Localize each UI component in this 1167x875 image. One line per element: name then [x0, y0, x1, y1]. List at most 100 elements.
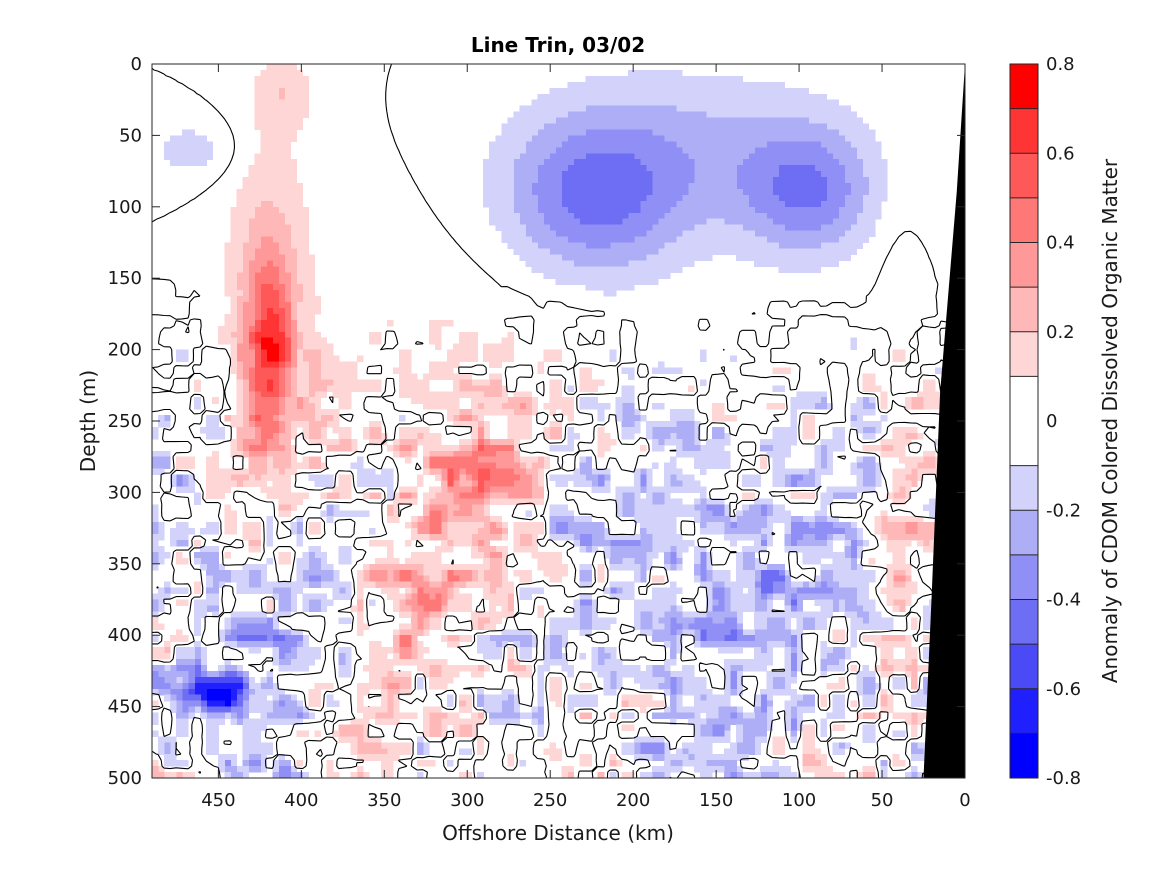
- contour-cell: [338, 480, 346, 488]
- contour-cell: [820, 177, 828, 184]
- contour-cell: [657, 171, 665, 178]
- contour-cell: [880, 188, 888, 196]
- contour-cell: [465, 343, 472, 351]
- contour-cell: [718, 93, 725, 101]
- contour-cell: [687, 480, 695, 488]
- contour-cell: [639, 510, 647, 517]
- contour-cell: [272, 302, 280, 309]
- contour-cell: [254, 284, 261, 291]
- contour-cell: [826, 563, 834, 571]
- contour-cell: [669, 224, 677, 232]
- contour-cell: [555, 260, 563, 267]
- contour-cell: [188, 159, 195, 166]
- contour-cell: [579, 528, 587, 535]
- contour-cell: [519, 522, 526, 529]
- contour-cell: [374, 563, 382, 571]
- contour-cell: [483, 183, 490, 190]
- contour-cell: [742, 194, 749, 202]
- contour-cell: [519, 183, 526, 190]
- contour-cell: [296, 105, 304, 113]
- contour-cell: [549, 117, 557, 125]
- contour-cell: [838, 486, 846, 493]
- contour-cell: [519, 545, 526, 553]
- contour-cell: [429, 319, 436, 327]
- contour-cell: [194, 498, 201, 505]
- contour-cell: [639, 528, 647, 535]
- contour-cell: [483, 450, 490, 458]
- contour-cell: [398, 492, 406, 499]
- contour-cell: [916, 391, 924, 398]
- contour-cell: [663, 504, 671, 511]
- contour-cell: [501, 147, 508, 154]
- contour-cell: [687, 141, 695, 148]
- contour-cell: [308, 426, 316, 434]
- contour-cell: [404, 557, 412, 565]
- contour-cell: [525, 230, 532, 238]
- contour-cell: [874, 462, 882, 470]
- contour-cell: [645, 540, 653, 547]
- contour-cell: [754, 528, 761, 535]
- contour-cell: [362, 468, 370, 476]
- contour-cell: [296, 403, 304, 410]
- contour-cell: [176, 141, 183, 148]
- contour-cell: [344, 432, 352, 440]
- contour-cell: [290, 230, 298, 238]
- contour-cell: [242, 302, 249, 309]
- contour-cell: [681, 444, 689, 452]
- contour-cell: [675, 415, 683, 422]
- contour-cell: [802, 551, 810, 559]
- contour-cell: [724, 171, 731, 178]
- contour-cell: [766, 254, 773, 261]
- contour-cell: [224, 325, 231, 333]
- contour-cell: [736, 105, 743, 113]
- contour-cell: [718, 141, 725, 148]
- contour-cell: [447, 373, 454, 380]
- contour-cell: [471, 456, 478, 464]
- contour-cell: [368, 337, 376, 345]
- contour-cell: [254, 296, 261, 303]
- contour-cell: [856, 117, 864, 125]
- contour-cell: [254, 123, 261, 131]
- contour-cell: [290, 93, 298, 101]
- contour-cell: [314, 296, 322, 303]
- contour-cell: [284, 480, 292, 488]
- contour-cell: [254, 361, 261, 369]
- contour-cell: [621, 99, 629, 107]
- contour-cell: [489, 361, 496, 369]
- contour-cell: [669, 421, 677, 428]
- contour-cell: [320, 367, 328, 374]
- contour-cell: [230, 438, 237, 446]
- contour-cell: [525, 426, 532, 434]
- contour-cell: [694, 444, 701, 452]
- contour-cell: [398, 444, 406, 452]
- contour-cell: [555, 432, 563, 440]
- contour-cell: [308, 379, 316, 386]
- contour-cell: [260, 432, 268, 440]
- contour-cell: [700, 379, 707, 386]
- contour-cell: [663, 248, 671, 255]
- contour-cell: [531, 266, 539, 273]
- contour-cell: [278, 385, 286, 392]
- contour-cell: [880, 438, 888, 446]
- contour-cell: [386, 319, 394, 327]
- contour-cell: [260, 242, 268, 250]
- contour-cell: [266, 379, 274, 386]
- contour-cell: [633, 165, 641, 172]
- contour-cell: [224, 319, 231, 327]
- contour-cell: [663, 129, 671, 136]
- contour-cell: [453, 522, 460, 529]
- contour-cell: [784, 218, 791, 226]
- contour-cell: [820, 236, 828, 244]
- contour-cell: [778, 242, 785, 250]
- contour-cell: [681, 183, 689, 190]
- contour-cell: [423, 373, 430, 380]
- contour-cell: [706, 123, 713, 131]
- contour-cell: [248, 563, 255, 571]
- contour-cell: [236, 438, 243, 446]
- contour-cell: [579, 516, 587, 523]
- contour-cell: [495, 480, 502, 488]
- contour-cell: [730, 516, 737, 523]
- contour-cell: [898, 426, 906, 434]
- contour-cell: [284, 474, 292, 482]
- contour-cell: [826, 105, 834, 113]
